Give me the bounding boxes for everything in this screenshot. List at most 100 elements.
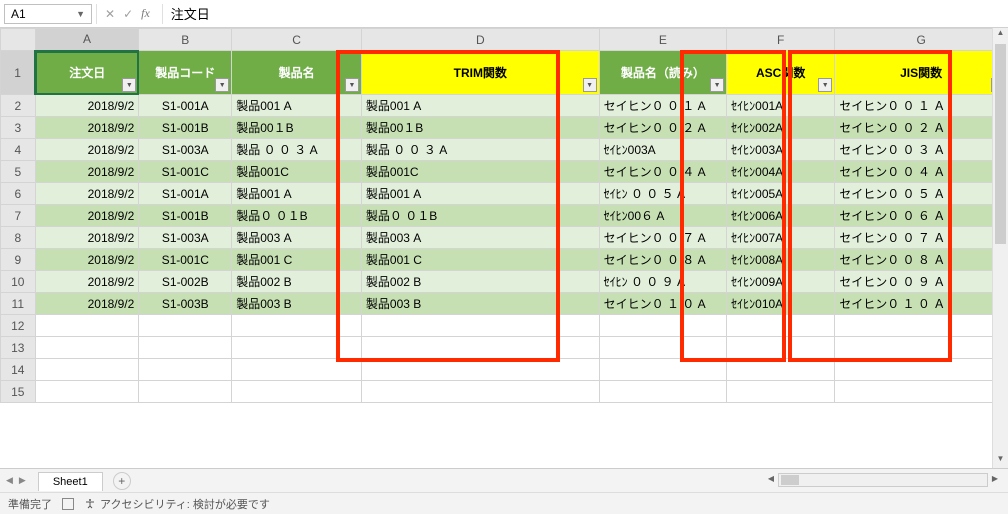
row-header-10[interactable]: 10 xyxy=(1,271,36,293)
cell[interactable]: セイヒン０ ０ ５ Ａ xyxy=(835,183,1008,205)
row-header-11[interactable]: 11 xyxy=(1,293,36,315)
cell[interactable] xyxy=(139,381,232,403)
cell[interactable]: ｾｲﾋﾝ009A xyxy=(727,271,835,293)
cell[interactable]: セイヒン０ ０ ２ A xyxy=(599,117,727,139)
table-header-cell[interactable]: 製品名▼ xyxy=(232,51,362,95)
accessibility-status[interactable]: アクセシビリティ: 検討が必要です xyxy=(84,496,270,512)
cell[interactable] xyxy=(835,359,1008,381)
cell[interactable]: 製品001 A xyxy=(361,95,599,117)
cell[interactable]: S1-002B xyxy=(139,271,232,293)
row-header-9[interactable]: 9 xyxy=(1,249,36,271)
col-header-G[interactable]: G xyxy=(835,29,1008,51)
cell[interactable] xyxy=(599,337,727,359)
cell[interactable]: 2018/9/2 xyxy=(35,249,139,271)
cell[interactable] xyxy=(35,359,139,381)
cell[interactable]: 製品 ０ ０ ３ A xyxy=(232,139,362,161)
cell[interactable]: 製品002 B xyxy=(232,271,362,293)
cell[interactable]: 製品003 B xyxy=(232,293,362,315)
cell[interactable]: ｾｲﾋﾝ ０ ０ ５ A xyxy=(599,183,727,205)
cell[interactable] xyxy=(835,381,1008,403)
cell[interactable]: セイヒン０ ０ ７ Ａ xyxy=(835,227,1008,249)
cell[interactable]: 製品002 B xyxy=(361,271,599,293)
cell[interactable]: ｾｲﾋﾝ008A xyxy=(727,249,835,271)
row-header-6[interactable]: 6 xyxy=(1,183,36,205)
filter-icon[interactable]: ▼ xyxy=(122,78,136,92)
scroll-right-icon[interactable]: ▶ xyxy=(988,474,1002,486)
cell[interactable]: 2018/9/2 xyxy=(35,271,139,293)
row-header-13[interactable]: 13 xyxy=(1,337,36,359)
cell[interactable] xyxy=(361,315,599,337)
fx-icon[interactable]: fx xyxy=(141,6,150,21)
cell[interactable] xyxy=(835,337,1008,359)
row-header-2[interactable]: 2 xyxy=(1,95,36,117)
row-header-3[interactable]: 3 xyxy=(1,117,36,139)
cell[interactable]: セイヒン０ ０ １ A xyxy=(599,95,727,117)
formula-input[interactable]: 注文日 xyxy=(162,4,1008,24)
cell[interactable]: ｾｲﾋﾝ007A xyxy=(727,227,835,249)
cell[interactable]: 2018/9/2 xyxy=(35,117,139,139)
cell[interactable] xyxy=(232,359,362,381)
cell[interactable] xyxy=(727,381,835,403)
scroll-up-icon[interactable]: ▲ xyxy=(993,28,1008,42)
filter-icon[interactable]: ▼ xyxy=(215,78,229,92)
cell[interactable]: 製品00１B xyxy=(232,117,362,139)
scroll-left-icon[interactable]: ◀ xyxy=(764,474,778,486)
cell[interactable]: 製品001C xyxy=(232,161,362,183)
cell[interactable] xyxy=(232,315,362,337)
cell[interactable] xyxy=(361,381,599,403)
cell[interactable]: ｾｲﾋﾝ004A xyxy=(727,161,835,183)
cell[interactable]: S1-003B xyxy=(139,293,232,315)
row-header-1[interactable]: 1 xyxy=(1,51,36,95)
col-header-F[interactable]: F xyxy=(727,29,835,51)
cell[interactable]: S1-001A xyxy=(139,95,232,117)
row-header-15[interactable]: 15 xyxy=(1,381,36,403)
cell[interactable] xyxy=(361,359,599,381)
cell[interactable]: 製品 ０ ０ ３ A xyxy=(361,139,599,161)
cell[interactable] xyxy=(35,337,139,359)
name-box[interactable]: A1 ▼ xyxy=(4,4,92,24)
cell[interactable]: 製品001 A xyxy=(361,183,599,205)
table-header-cell[interactable]: 製品名（読み）▼ xyxy=(599,51,727,95)
cell[interactable]: 2018/9/2 xyxy=(35,183,139,205)
cell[interactable]: セイヒン０ ０ ６ Ａ xyxy=(835,205,1008,227)
cell[interactable]: セイヒン０ ０ ７ A xyxy=(599,227,727,249)
cell[interactable] xyxy=(727,315,835,337)
cell[interactable] xyxy=(727,359,835,381)
cell[interactable]: 製品003 A xyxy=(232,227,362,249)
cell[interactable]: セイヒン０ ０ １ Ａ xyxy=(835,95,1008,117)
cell[interactable]: S1-001C xyxy=(139,161,232,183)
row-header-8[interactable]: 8 xyxy=(1,227,36,249)
cell[interactable]: S1-003A xyxy=(139,139,232,161)
table-header-cell[interactable]: 製品コード▼ xyxy=(139,51,232,95)
cell[interactable] xyxy=(232,381,362,403)
cell[interactable]: セイヒン０ １ ０ A xyxy=(599,293,727,315)
cell[interactable]: ｾｲﾋﾝ003A xyxy=(727,139,835,161)
cell[interactable]: ｾｲﾋﾝ001A xyxy=(727,95,835,117)
select-all-corner[interactable] xyxy=(1,29,36,51)
cell[interactable]: 2018/9/2 xyxy=(35,95,139,117)
table-header-cell[interactable]: ASC関数▼ xyxy=(727,51,835,95)
cell[interactable] xyxy=(232,337,362,359)
cell[interactable]: 2018/9/2 xyxy=(35,293,139,315)
cell[interactable]: セイヒン０ ０ ８ A xyxy=(599,249,727,271)
col-header-E[interactable]: E xyxy=(599,29,727,51)
scroll-thumb[interactable] xyxy=(995,44,1006,244)
cell[interactable] xyxy=(139,359,232,381)
cell[interactable] xyxy=(35,381,139,403)
cell[interactable]: 製品０ ０１B xyxy=(232,205,362,227)
row-header-7[interactable]: 7 xyxy=(1,205,36,227)
cell[interactable]: 2018/9/2 xyxy=(35,139,139,161)
cell[interactable]: 製品001 C xyxy=(232,249,362,271)
cell[interactable]: 製品001 A xyxy=(232,183,362,205)
col-header-A[interactable]: A xyxy=(35,29,139,51)
filter-icon[interactable]: ▼ xyxy=(818,78,832,92)
table-header-cell[interactable]: JIS関数▼ xyxy=(835,51,1008,95)
cell[interactable]: S1-001B xyxy=(139,117,232,139)
table-header-cell[interactable]: TRIM関数▼ xyxy=(361,51,599,95)
tab-nav[interactable]: ◀▶ xyxy=(6,475,34,486)
cell[interactable] xyxy=(599,381,727,403)
cell[interactable]: 2018/9/2 xyxy=(35,161,139,183)
cell[interactable] xyxy=(139,315,232,337)
cell[interactable]: セイヒン０ ０ ４ A xyxy=(599,161,727,183)
filter-icon[interactable]: ▼ xyxy=(345,78,359,92)
